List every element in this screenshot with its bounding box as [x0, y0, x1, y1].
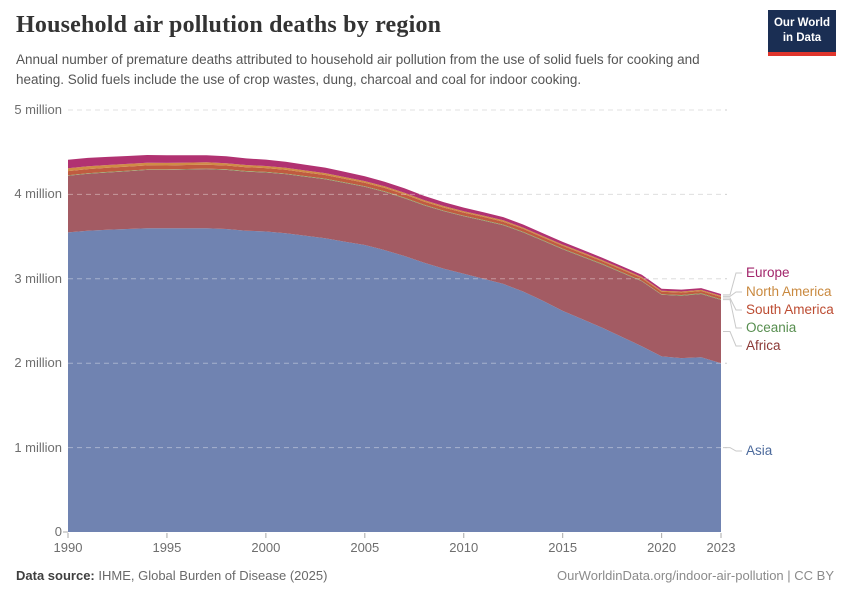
y-axis-label-1: 1 million: [14, 439, 62, 455]
y-axis-label-4: 4 million: [14, 186, 62, 202]
area-africa: [68, 169, 721, 364]
legend-label-asia[interactable]: Asia: [746, 443, 773, 458]
data-source-value: IHME, Global Burden of Disease (2025): [94, 568, 328, 583]
legend-label-africa[interactable]: Africa: [746, 338, 781, 353]
x-axis-label-2020: 2020: [647, 540, 677, 555]
legend-connector-south-america: [723, 297, 742, 311]
legend-label-europe[interactable]: Europe: [746, 265, 790, 280]
area-oceania: [68, 168, 721, 300]
legend-connector-oceania: [723, 299, 742, 329]
x-axis-label-2023: 2023: [706, 540, 736, 555]
y-axis-label-3: 3 million: [14, 270, 62, 286]
x-axis-label-2010: 2010: [449, 540, 479, 555]
x-axis-label-2005: 2005: [350, 540, 380, 555]
y-axis-label-0: 0: [54, 524, 62, 539]
data-source: Data source: IHME, Global Burden of Dise…: [16, 568, 327, 583]
attribution[interactable]: OurWorldinData.org/indoor-air-pollution …: [557, 568, 834, 583]
legend-connector-africa: [723, 331, 742, 347]
x-axis-label-1995: 1995: [152, 540, 182, 555]
x-axis-label-2015: 2015: [548, 540, 578, 555]
owid-logo-line1: Our World: [773, 17, 830, 29]
legend-label-south-america[interactable]: South America: [746, 302, 834, 317]
area-south-america: [68, 164, 721, 300]
legend-connector-north-america: [723, 291, 742, 297]
data-source-label: Data source:: [16, 568, 95, 583]
chart-subtitle: Annual number of premature deaths attrib…: [16, 52, 700, 88]
x-axis-label-2000: 2000: [251, 540, 281, 555]
legend-connector-europe: [723, 272, 742, 296]
area-asia: [68, 228, 721, 532]
page-title: Household air pollution deaths by region: [16, 12, 442, 38]
y-axis-label-2: 2 million: [14, 355, 62, 371]
y-axis-label-5: 5 million: [14, 102, 62, 117]
owid-logo[interactable]: Our World in Data: [768, 10, 836, 56]
legend-label-north-america[interactable]: North America: [746, 284, 832, 299]
x-axis-label-1990: 1990: [53, 540, 83, 555]
legend-connector-asia: [723, 447, 742, 452]
owid-logo-line2: in Data: [782, 31, 822, 44]
legend-label-oceania[interactable]: Oceania: [746, 320, 797, 335]
